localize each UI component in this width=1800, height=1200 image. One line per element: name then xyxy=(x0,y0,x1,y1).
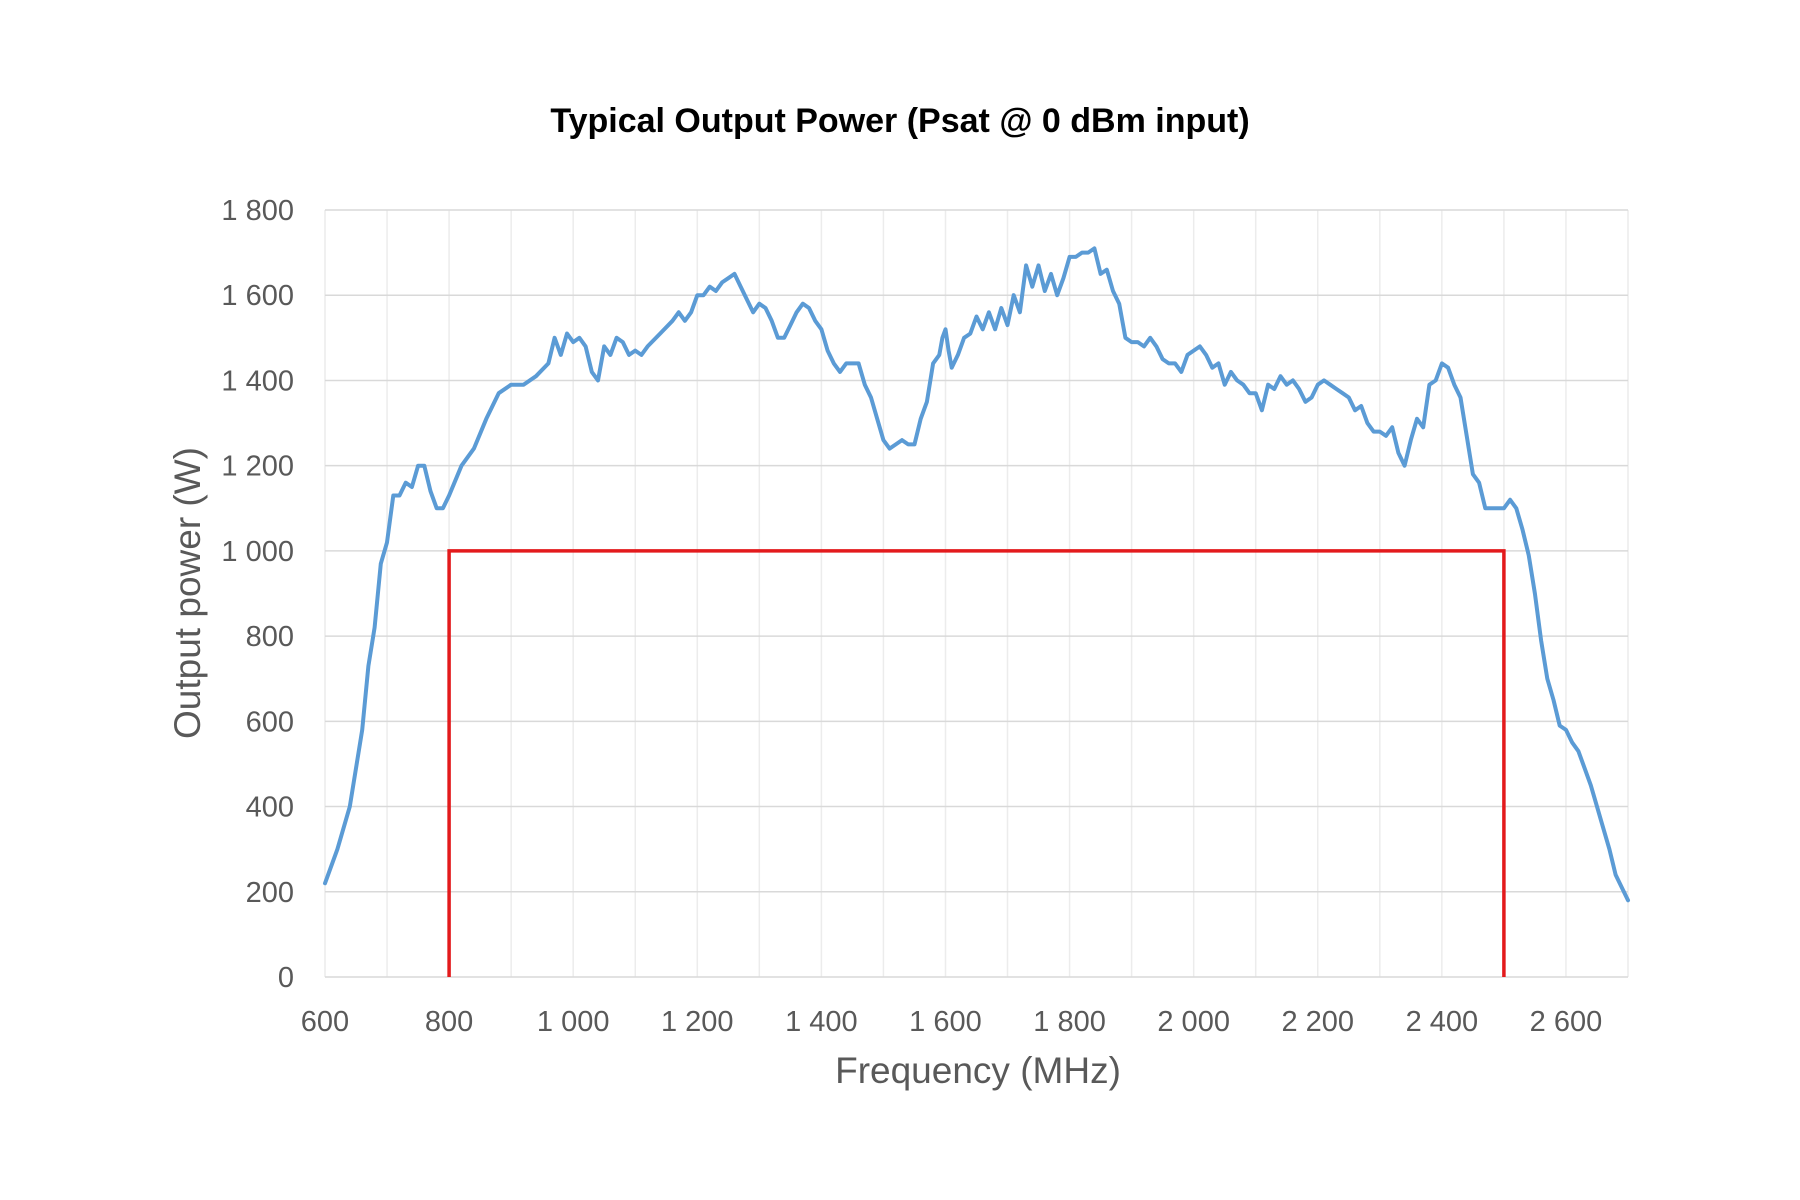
y-tick-labels: 0 200 400 600 800 1 000 1 200 1 400 1 600 1 800 xyxy=(221,195,294,994)
output-power-line xyxy=(323,246,1630,903)
annotation-layer xyxy=(447,549,1506,977)
series-layer xyxy=(323,246,1630,903)
x-tick-label: 1 400 xyxy=(785,1006,858,1038)
x-tick-label: 2 200 xyxy=(1281,1006,1354,1038)
x-tick-label: 1 600 xyxy=(909,1006,982,1038)
y-tick-label: 1 000 xyxy=(221,536,294,568)
x-tick-labels: 600 800 1 000 1 200 1 400 1 600 1 800 2 000 2 20… xyxy=(301,1006,1602,1038)
x-tick-label: 1 000 xyxy=(537,1006,610,1038)
x-tick-label: 1 200 xyxy=(661,1006,734,1038)
x-tick-label: 2 000 xyxy=(1157,1006,1230,1038)
y-tick-label: 1 400 xyxy=(221,365,294,397)
chart-title: Typical Output Power (Psat @ 0 dBm input… xyxy=(550,102,1250,140)
y-tick-label: 400 xyxy=(246,792,294,824)
y-tick-label: 1 800 xyxy=(221,195,294,227)
x-axis-label: Frequency (MHz) xyxy=(835,1050,1121,1091)
x-tick-label: 1 800 xyxy=(1033,1006,1106,1038)
y-tick-label: 1 600 xyxy=(221,280,294,312)
spec-band-annotation xyxy=(447,549,1506,977)
y-axis-label: Output power (W) xyxy=(167,447,208,739)
x-tick-label: 2 600 xyxy=(1530,1006,1603,1038)
y-tick-label: 200 xyxy=(246,877,294,909)
grid xyxy=(324,209,1629,978)
y-tick-label: 0 xyxy=(278,962,294,994)
x-tick-label: 2 400 xyxy=(1406,1006,1479,1038)
y-tick-label: 1 200 xyxy=(221,451,294,483)
y-tick-label: 600 xyxy=(246,706,294,738)
x-tick-label: 800 xyxy=(425,1006,473,1038)
x-tick-label: 600 xyxy=(301,1006,349,1038)
y-tick-label: 800 xyxy=(246,621,294,653)
